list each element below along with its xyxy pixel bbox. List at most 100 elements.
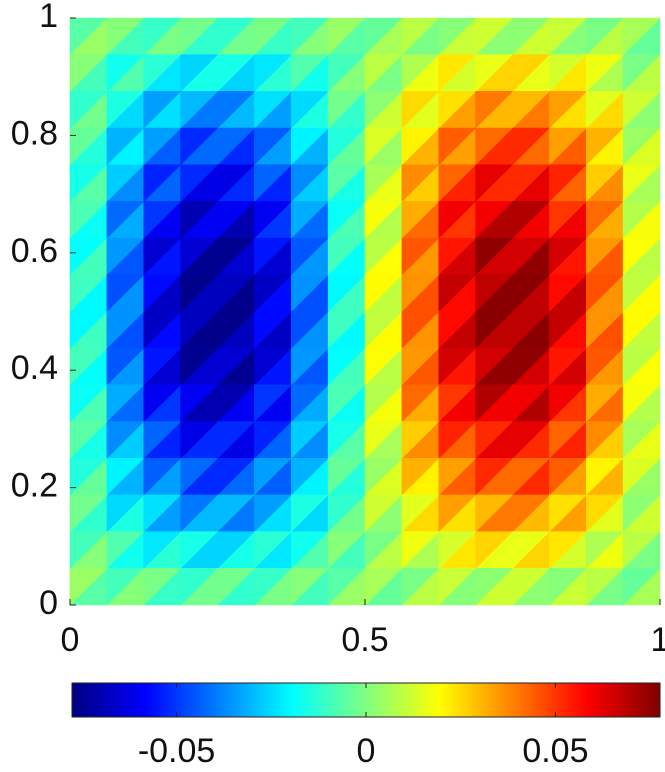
- y-tick-label: 0.8: [11, 114, 58, 152]
- triangle: [401, 311, 440, 349]
- triangle: [290, 384, 329, 423]
- triangle: [438, 494, 477, 533]
- triangle: [217, 494, 256, 533]
- triangle: [69, 127, 108, 166]
- triangle: [327, 274, 366, 313]
- triangle: [401, 531, 440, 570]
- triangle: [364, 54, 403, 93]
- triangle: [180, 568, 219, 606]
- triangle: [622, 384, 661, 423]
- triangle: [364, 347, 403, 386]
- triangle: [180, 91, 219, 129]
- triangle: [180, 311, 219, 349]
- triangle: [585, 274, 624, 313]
- triangle: [217, 457, 256, 496]
- triangle: [180, 237, 219, 276]
- triangle: [475, 164, 514, 203]
- triangle: [180, 274, 219, 313]
- triangle: [143, 384, 182, 423]
- triangle: [143, 494, 182, 533]
- triangle: [290, 164, 329, 203]
- triangle: [364, 384, 403, 423]
- triangle: [143, 237, 182, 276]
- triangle: [217, 91, 256, 129]
- triangle: [549, 384, 587, 423]
- triangle: [180, 17, 219, 56]
- triangle: [327, 384, 366, 423]
- triangle: [364, 164, 403, 203]
- triangle: [585, 311, 624, 349]
- triangle: [106, 457, 145, 496]
- y-tick-label: 0.6: [11, 232, 58, 270]
- triangle: [290, 201, 329, 239]
- triangle: [438, 274, 477, 313]
- colorbar: [71, 682, 661, 718]
- triangle: [622, 54, 661, 93]
- triangle: [254, 384, 292, 423]
- triangle: [512, 91, 551, 129]
- triangle: [549, 531, 587, 570]
- triangle: [290, 311, 329, 349]
- triangle: [290, 568, 329, 606]
- colorbar-tick-label: -0.05: [138, 732, 216, 770]
- triangle: [438, 237, 477, 276]
- triangle: [401, 91, 440, 129]
- triangle: [585, 347, 624, 386]
- triangle: [290, 421, 329, 459]
- triangle: [254, 494, 292, 533]
- triangle: [585, 54, 624, 93]
- triangle: [549, 164, 587, 203]
- triangle: [327, 421, 366, 459]
- triangle: [180, 347, 219, 386]
- triangle: [512, 54, 551, 93]
- triangle: [512, 311, 551, 349]
- triangle: [143, 531, 182, 570]
- triangle: [217, 17, 256, 56]
- x-tick-label: 1: [651, 621, 665, 659]
- triangle: [475, 237, 514, 276]
- x-tick-label: 0.5: [341, 621, 388, 659]
- triangle: [622, 311, 661, 349]
- triangle: [143, 17, 182, 56]
- triangle: [290, 531, 329, 570]
- triangle: [254, 457, 292, 496]
- triangle: [475, 17, 514, 56]
- triangle: [106, 91, 145, 129]
- triangle: [180, 384, 219, 423]
- triangle: [143, 54, 182, 93]
- triangle: [69, 421, 108, 459]
- triangle: [622, 568, 661, 606]
- triangle: [512, 384, 551, 423]
- y-tick-label: 1: [39, 0, 58, 35]
- triangle: [438, 457, 477, 496]
- triangle: [180, 421, 219, 459]
- triangle: [217, 531, 256, 570]
- triangle: [401, 164, 440, 203]
- triangle: [475, 494, 514, 533]
- triangle: [290, 347, 329, 386]
- triangle: [143, 127, 182, 166]
- triangle: [69, 91, 108, 129]
- triangle: [549, 237, 587, 276]
- triangle: [180, 54, 219, 93]
- triangle: [254, 237, 292, 276]
- triangle: [438, 127, 477, 166]
- triangle: [585, 237, 624, 276]
- triangle: [364, 17, 403, 56]
- triangle: [69, 237, 108, 276]
- triangle: [327, 494, 366, 533]
- triangle: [585, 494, 624, 533]
- triangle: [401, 274, 440, 313]
- triangle: [438, 91, 477, 129]
- triangle: [327, 237, 366, 276]
- triangle: [475, 568, 514, 606]
- triangle: [438, 421, 477, 459]
- triangle: [475, 201, 514, 239]
- triangle: [438, 531, 477, 570]
- triangle: [69, 347, 108, 386]
- triangle: [401, 494, 440, 533]
- triangle: [143, 457, 182, 496]
- triangle: [143, 421, 182, 459]
- triangle: [475, 127, 514, 166]
- triangle: [143, 347, 182, 386]
